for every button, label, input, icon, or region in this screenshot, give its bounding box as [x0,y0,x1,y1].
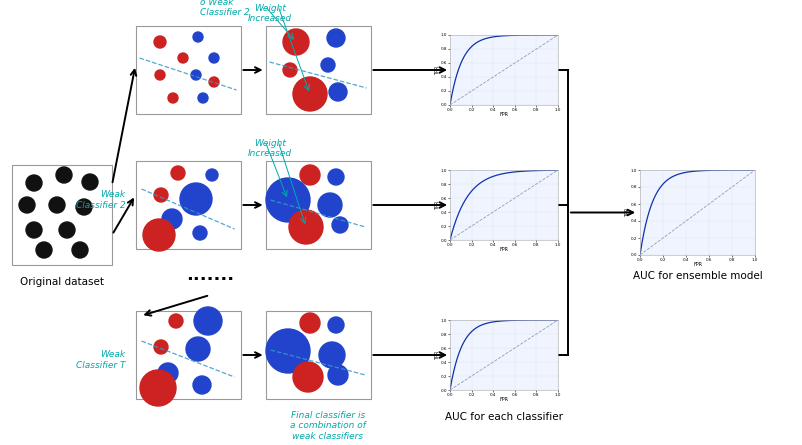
Circle shape [209,53,219,63]
Circle shape [76,199,92,215]
X-axis label: FPR: FPR [500,247,508,252]
Circle shape [328,365,348,385]
Text: o Weak
Classifier 2: o Weak Classifier 2 [200,0,249,17]
Circle shape [283,29,309,55]
Circle shape [26,175,42,191]
Circle shape [193,32,203,42]
Circle shape [59,222,75,238]
Circle shape [186,337,210,361]
Circle shape [180,183,212,215]
Circle shape [162,209,182,229]
Text: Weak
Classifier T: Weak Classifier T [76,350,125,370]
Circle shape [143,219,175,251]
Bar [12,165,112,265]
Text: Original dataset: Original dataset [20,277,104,287]
Circle shape [154,188,168,202]
Text: Weak
Classifier 2: Weak Classifier 2 [75,190,125,210]
Circle shape [158,363,178,383]
Circle shape [72,242,88,258]
Circle shape [328,169,344,185]
Circle shape [191,70,201,80]
Circle shape [327,29,345,47]
Circle shape [283,63,297,77]
Bar [265,161,371,249]
Circle shape [266,178,310,222]
Circle shape [318,193,342,217]
Circle shape [169,314,183,328]
Bar [136,26,241,114]
Circle shape [198,93,208,103]
Circle shape [56,167,72,183]
Circle shape [178,53,188,63]
Circle shape [155,70,165,80]
Circle shape [328,317,344,333]
X-axis label: FPR: FPR [500,113,508,117]
Circle shape [193,376,211,394]
Text: Weight
Increased: Weight Increased [248,4,292,24]
Bar [265,311,371,399]
Circle shape [154,340,168,354]
Circle shape [194,307,222,335]
Y-axis label: TPR: TPR [435,200,440,210]
Circle shape [289,210,323,244]
Y-axis label: TPR: TPR [625,208,630,217]
Circle shape [329,83,347,101]
Circle shape [209,77,219,87]
Circle shape [293,362,323,392]
Y-axis label: TPR: TPR [435,350,440,360]
Circle shape [300,165,320,185]
Circle shape [82,174,98,190]
X-axis label: FPR: FPR [500,397,508,402]
Circle shape [206,169,218,181]
X-axis label: FPR: FPR [693,263,702,267]
Text: AUC for each classifier: AUC for each classifier [445,412,563,422]
Circle shape [154,36,166,48]
Circle shape [293,77,327,111]
Circle shape [140,370,176,406]
Circle shape [49,197,65,213]
Circle shape [19,197,35,213]
Circle shape [266,329,310,373]
Circle shape [168,93,178,103]
Bar [136,161,241,249]
Y-axis label: TPR: TPR [435,65,440,75]
Circle shape [26,222,42,238]
Circle shape [36,242,52,258]
Bar [265,26,371,114]
Text: Weight
Increased: Weight Increased [248,139,292,158]
Circle shape [193,226,207,240]
Circle shape [319,342,345,368]
Text: AUC for ensemble model: AUC for ensemble model [633,271,763,281]
Text: .......: ....... [186,266,234,284]
Circle shape [171,166,185,180]
Circle shape [332,217,348,233]
Circle shape [300,313,320,333]
Circle shape [321,58,335,72]
Bar [136,311,241,399]
Text: Final classifier is
a combination of
weak classifiers: Final classifier is a combination of wea… [290,411,366,441]
